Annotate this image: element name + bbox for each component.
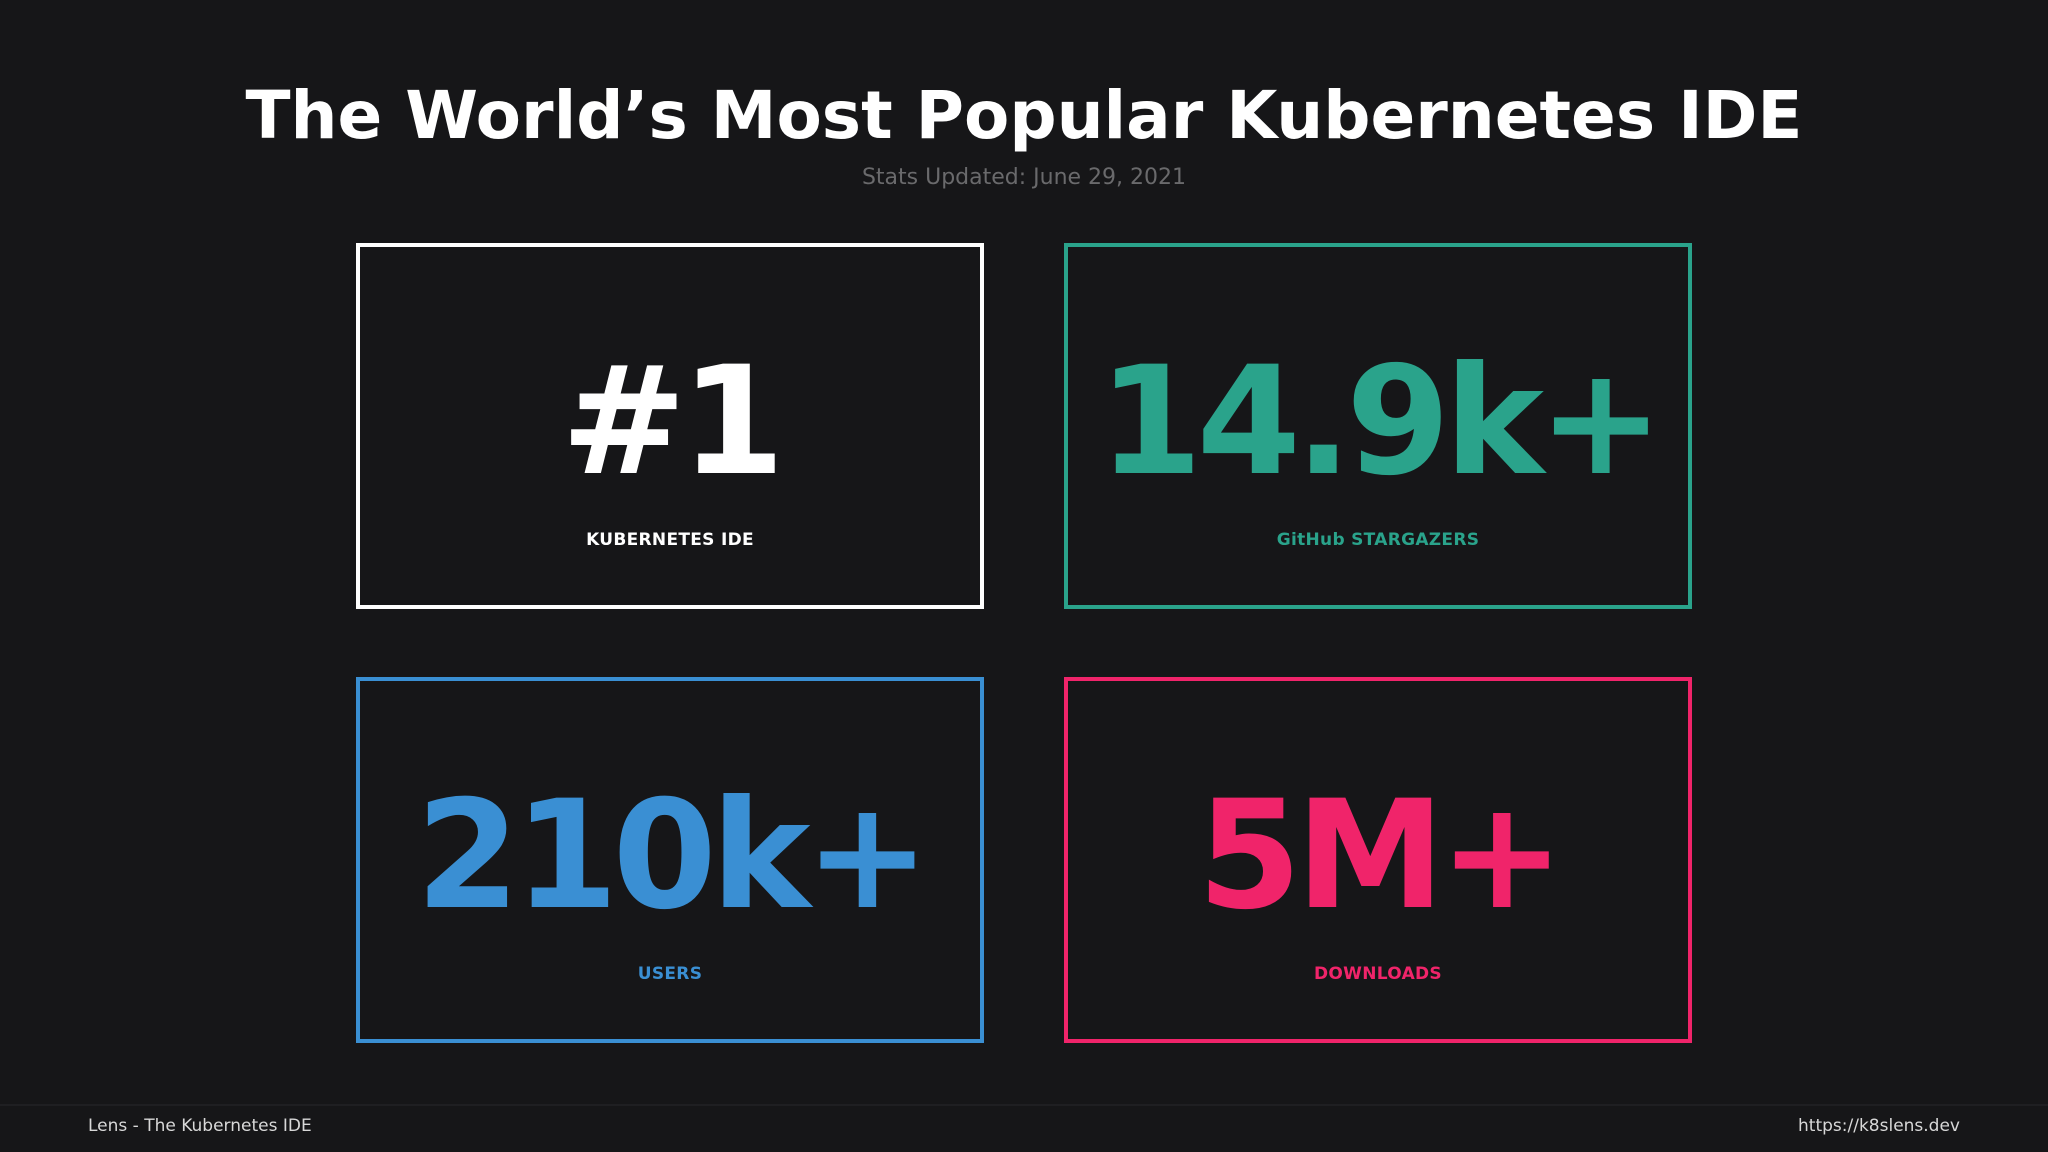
stat-value: #1 (560, 335, 785, 509)
footer-url-link[interactable]: https://k8slens.dev (1798, 1116, 1960, 1136)
page-title: The World’s Most Popular Kubernetes IDE (245, 77, 1803, 154)
stat-label: KUBERNETES IDE (586, 530, 754, 550)
stat-label: DOWNLOADS (1314, 964, 1442, 984)
stat-value: 210k+ (415, 769, 931, 943)
stat-card-downloads: 5M+ DOWNLOADS (1064, 677, 1692, 1043)
stat-card-kubernetes-ide: #1 KUBERNETES IDE (356, 243, 984, 609)
stat-value: 5M+ (1197, 769, 1564, 943)
footer-brand-text: Lens - The Kubernetes IDE (88, 1116, 312, 1136)
stats-updated-subtitle: Stats Updated: June 29, 2021 (861, 165, 1187, 190)
stat-label: USERS (637, 964, 703, 984)
stat-card-users: 210k+ USERS (356, 677, 984, 1043)
footer-divider (0, 1104, 2048, 1106)
stat-label: GitHub STARGAZERS (1276, 530, 1480, 550)
stat-card-github-stargazers: 14.9k+ GitHub STARGAZERS (1064, 243, 1692, 609)
stat-value: 14.9k+ (1098, 335, 1664, 509)
